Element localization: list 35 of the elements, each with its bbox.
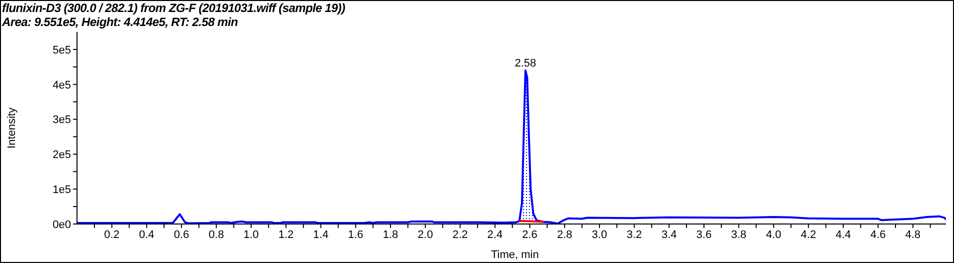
y-tick-label: 5e5	[52, 44, 71, 56]
x-tick-label: 0.4	[139, 228, 154, 241]
y-axis-title: Intensity	[6, 107, 18, 148]
x-tick-label: 2.8	[556, 228, 572, 241]
x-tick-label: 2.4	[487, 228, 503, 241]
y-tick-label: 3e5	[52, 114, 71, 126]
x-tick-label: 1.0	[244, 228, 259, 241]
x-tick-label: 3.0	[592, 228, 608, 241]
x-tick-label: 1.2	[278, 228, 294, 241]
x-tick-label: 3.8	[731, 228, 746, 241]
chart-title: flunixin-D3 (300.0 / 282.1) from ZG-F (20191031.wiff (sample 19))	[2, 1, 346, 15]
x-tick-label: 1.8	[382, 228, 398, 241]
annotation: 2.58	[514, 57, 536, 70]
x-tick-label: 3.2	[626, 228, 642, 241]
x-axis-title: Time, min	[491, 249, 539, 261]
x-tick-label: 0.6	[174, 228, 190, 241]
x-tick-label: 4.8	[905, 228, 921, 241]
x-tick-label: 2.6	[522, 228, 538, 241]
y-tick-label: 0e0	[52, 218, 71, 231]
x-tick-label: 0.2	[104, 228, 120, 241]
y-tick-label: 1e5	[52, 184, 71, 196]
x-tick-label: 2.2	[452, 228, 468, 241]
y-tick-label: 2e5	[52, 149, 71, 162]
y-tick-label: 4e5	[52, 79, 71, 92]
x-tick-label: 4.2	[800, 228, 816, 241]
x-tick-label: 4.6	[870, 228, 886, 241]
x-tick-label: 3.6	[696, 228, 712, 241]
x-tick-label: 1.4	[313, 228, 328, 241]
x-tick-label: 2.0	[418, 228, 433, 241]
x-tick-label: 3.4	[661, 228, 677, 241]
chart-subtitle: Area: 9.551e5, Height: 4.414e5, RT: 2.58 min	[2, 15, 239, 29]
x-tick-label: 4.4	[836, 228, 851, 241]
x-tick-label: 4.0	[766, 228, 782, 241]
x-tick-label: 0.8	[208, 228, 224, 241]
x-tick-label: 1.6	[348, 228, 364, 241]
